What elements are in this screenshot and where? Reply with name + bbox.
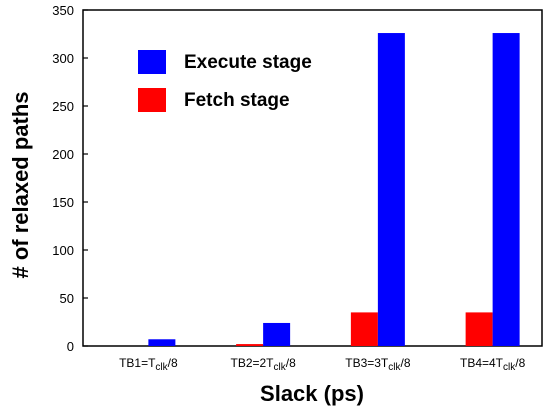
- x-category-prefix: TB4=4T: [460, 356, 504, 370]
- y-tick-label: 50: [60, 291, 74, 306]
- x-category-suffix: /8: [286, 356, 296, 370]
- y-tick-label: 150: [52, 195, 74, 210]
- bar-execute-stage-2: [263, 322, 291, 346]
- x-category-subscript: clk: [274, 362, 287, 373]
- y-tick-label: 350: [52, 3, 74, 18]
- legend-label-fetch: Fetch stage: [184, 90, 290, 111]
- bar-execute-stage-1: [148, 339, 176, 346]
- bar-fetch-stage-2: [236, 344, 264, 346]
- bar-fetch-stage-3: [350, 312, 378, 346]
- legend-swatch-execute: [138, 50, 166, 74]
- x-category-subscript: clk: [388, 362, 401, 373]
- x-category-suffix: /8: [401, 356, 411, 370]
- bar-fetch-stage-4: [465, 312, 493, 346]
- x-category-prefix: TB3=3T: [345, 356, 389, 370]
- x-category-prefix: TB2=2T: [230, 356, 274, 370]
- legend: Execute stage Fetch stage: [138, 50, 312, 112]
- x-axis-category-labels: TB1=Tclk/8 TB2=2Tclk/8 TB3=3Tclk/8 TB4=4Tcl…: [119, 356, 526, 373]
- bar-execute-stage-3: [377, 33, 405, 346]
- y-axis-title: # of relaxed paths: [8, 91, 33, 278]
- y-axis-ticks: 0 50 100 150 200 250 300 350: [52, 3, 88, 354]
- x-category-suffix: /8: [168, 356, 178, 370]
- x-category-subscript: clk: [503, 362, 516, 373]
- legend-label-execute: Execute stage: [184, 52, 312, 73]
- bars-group: [148, 33, 520, 346]
- x-category-label: TB2=2Tclk/8: [230, 356, 296, 373]
- x-axis-title: Slack (ps): [260, 381, 364, 406]
- y-tick-label: 300: [52, 51, 74, 66]
- plot-frame: [82, 9, 543, 347]
- y-tick-label: 100: [52, 243, 74, 258]
- legend-swatch-fetch: [138, 88, 166, 112]
- x-category-prefix: TB1=T: [119, 356, 156, 370]
- y-tick-label: 200: [52, 147, 74, 162]
- y-tick-label: 0: [67, 339, 74, 354]
- x-category-subscript: clk: [155, 362, 168, 373]
- x-category-label: TB4=4Tclk/8: [460, 356, 526, 373]
- x-category-suffix: /8: [515, 356, 525, 370]
- x-category-label: TB3=3Tclk/8: [345, 356, 411, 373]
- x-category-label: TB1=Tclk/8: [119, 356, 178, 373]
- bar-execute-stage-4: [492, 33, 520, 346]
- y-tick-label: 250: [52, 99, 74, 114]
